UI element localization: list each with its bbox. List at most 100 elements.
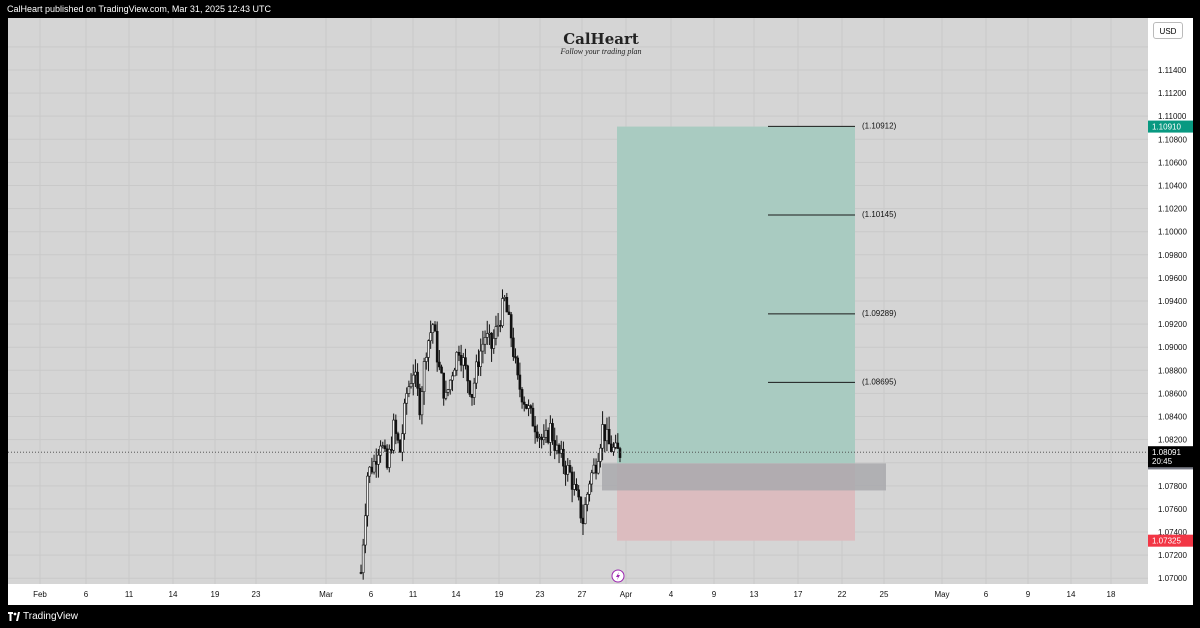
x-tick-label: May (934, 590, 949, 599)
candle-body (575, 484, 578, 491)
candle-body (442, 372, 446, 399)
x-tick-label: 22 (838, 590, 847, 599)
candle-body (505, 297, 509, 313)
x-tick-label: 6 (369, 590, 374, 599)
footer-bar: TradingView (0, 605, 1200, 628)
brand-watermark: CalHeart Follow your trading plan (546, 30, 656, 56)
candle-body (403, 402, 406, 435)
candle-body (479, 350, 483, 367)
candle-body (559, 448, 563, 454)
target-label: (1.08695) (862, 377, 897, 386)
candle-body (464, 357, 467, 367)
candle-body (540, 436, 543, 441)
candle-body (368, 466, 372, 477)
candle-body (453, 369, 456, 377)
chart-plot-area[interactable]: (1.10912) (1.10145) (1.09289) (1.08695) Cal… (8, 18, 1148, 584)
candle-body (407, 386, 411, 394)
candle-body (366, 475, 369, 517)
candle-body (411, 374, 415, 384)
x-tick-label: 23 (536, 590, 545, 599)
candle-body (609, 443, 613, 452)
y-tick-label: 1.10600 (1158, 158, 1187, 167)
candle-body (579, 496, 583, 519)
x-tick-label: 19 (495, 590, 504, 599)
candle-body (359, 572, 363, 574)
candle-body (501, 298, 504, 327)
candle-body (422, 361, 426, 392)
x-tick-label: 14 (169, 590, 178, 599)
y-tick-label: 1.10200 (1158, 205, 1187, 214)
y-tick-label: 1.07000 (1158, 574, 1187, 583)
y-tick-label: 1.09400 (1158, 297, 1187, 306)
x-tick-label: 18 (1107, 590, 1116, 599)
candle-body (481, 343, 485, 352)
x-tick-label: 14 (452, 590, 461, 599)
take-profit-zone (617, 126, 855, 464)
candle-body (614, 442, 617, 448)
tradingview-logo-icon (8, 612, 20, 621)
candle-body (414, 371, 417, 376)
candle-body (542, 437, 546, 441)
candle-body (418, 387, 422, 416)
candle-body (601, 424, 604, 449)
candle-body (566, 465, 570, 475)
candle-body (607, 429, 611, 445)
candle-body (488, 332, 491, 335)
candle-body (568, 465, 572, 473)
countdown-label: 20:45 (1152, 457, 1173, 466)
candle-body (475, 361, 478, 384)
candle-body (438, 361, 441, 368)
candle-body (446, 389, 450, 393)
candle-body (496, 324, 500, 327)
y-tick-label: 1.07800 (1158, 482, 1187, 491)
candle-body (596, 461, 600, 474)
price-badge (1148, 534, 1193, 547)
x-tick-label: 6 (984, 590, 989, 599)
y-tick-label: 1.10000 (1158, 228, 1187, 237)
candle-body (383, 445, 387, 450)
candle-body (577, 489, 580, 498)
candle-body (546, 430, 550, 443)
candle-body (385, 448, 389, 468)
candle-body (514, 356, 517, 359)
candle-body (616, 442, 620, 449)
x-tick-label: Feb (33, 590, 47, 599)
x-tick-label: 11 (409, 590, 418, 599)
y-tick-label: 1.08000 (1158, 459, 1187, 468)
price-badge (1148, 120, 1193, 133)
candle-body (431, 324, 435, 334)
candle-body (549, 423, 552, 443)
y-tick-label: 1.11400 (1158, 66, 1187, 75)
candle-body (553, 440, 557, 451)
candle-body (583, 504, 587, 524)
candle-body (588, 483, 591, 495)
candle-body (379, 445, 382, 456)
candle-body (594, 464, 598, 474)
candle-body (444, 392, 448, 399)
candle-body (498, 324, 502, 327)
currency-selector-button[interactable]: USD (1153, 22, 1183, 39)
candle-body (470, 394, 474, 398)
candle-body (522, 401, 526, 405)
price-badge (1148, 457, 1193, 470)
candle-body (457, 352, 461, 356)
x-tick-label: 4 (669, 590, 674, 599)
candle-body (518, 374, 522, 390)
candle-body (392, 419, 395, 451)
candle-body (398, 439, 402, 453)
candlestick-chart[interactable]: (1.10912) (1.10145) (1.09289) (1.08695) (8, 18, 1148, 584)
candle-body (455, 352, 459, 371)
x-tick-label: 6 (84, 590, 89, 599)
candle-body (459, 355, 463, 366)
candle-body (472, 382, 476, 398)
target-label: (1.10145) (862, 210, 897, 219)
candle-body (605, 429, 609, 442)
candle-body (599, 447, 602, 462)
candle-body (372, 461, 376, 473)
candle-body (507, 311, 511, 315)
candle-body (570, 471, 574, 490)
target-label: (1.10912) (862, 121, 897, 130)
price-badge-label: 1.07325 (1152, 537, 1181, 546)
published-header: CalHeart published on TradingView.com, M… (0, 0, 1200, 18)
y-tick-label: 1.11200 (1158, 89, 1187, 98)
